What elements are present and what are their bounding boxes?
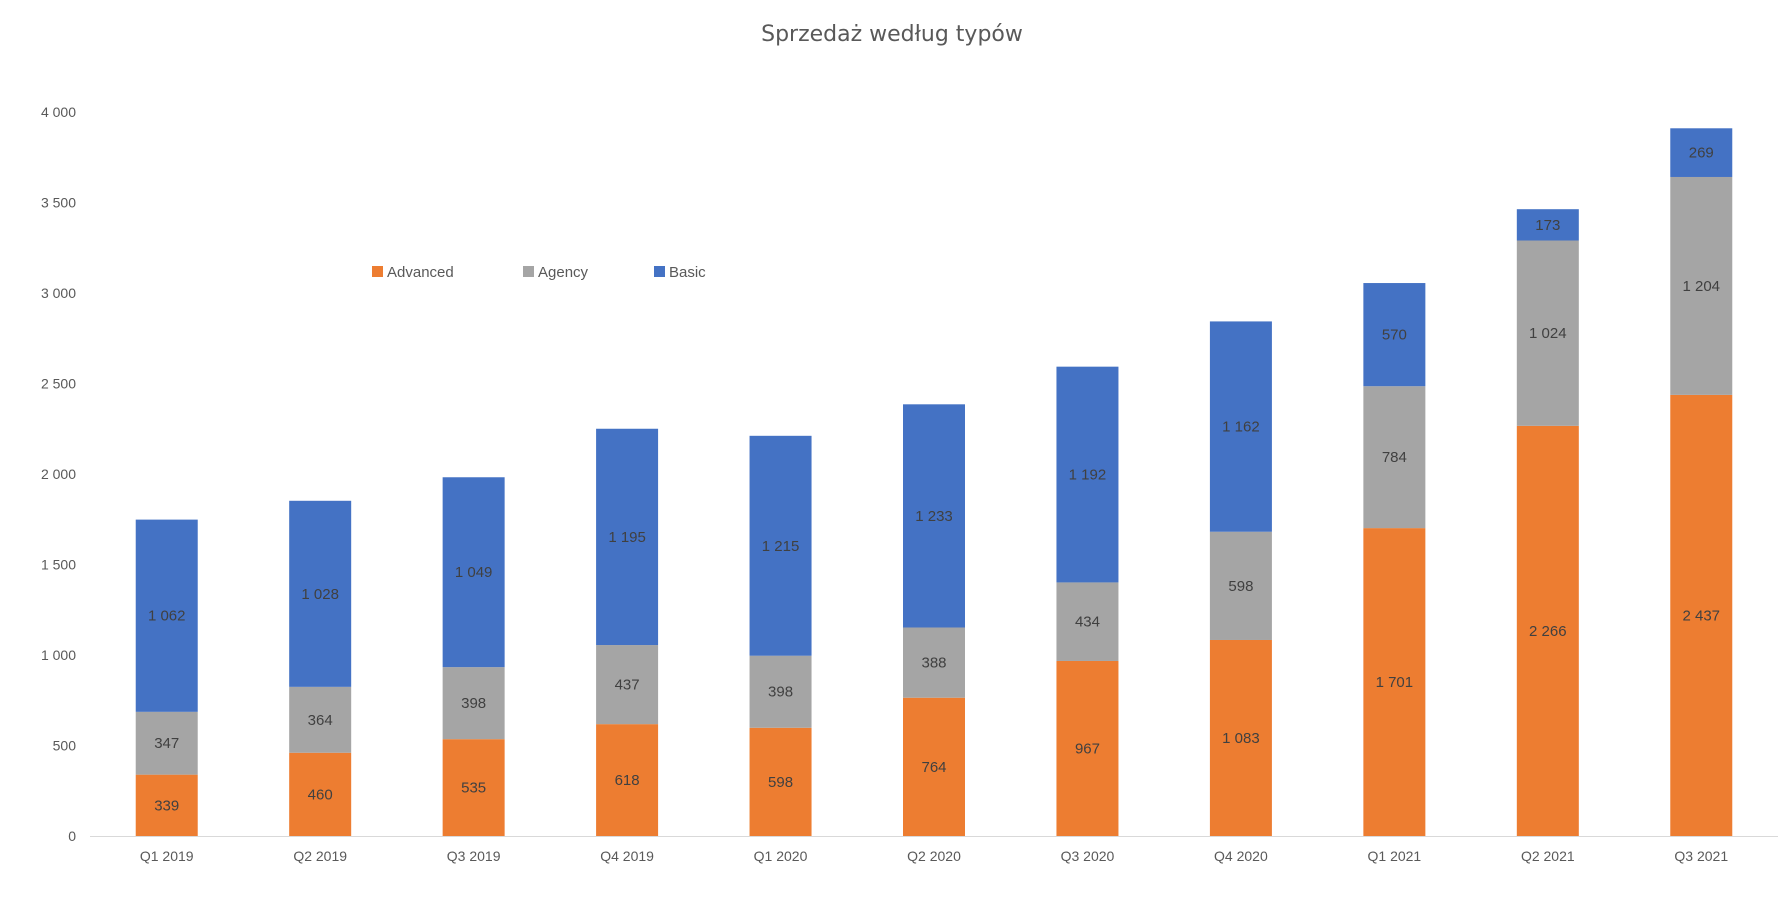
bar-basic [135, 519, 198, 712]
data-label: 364 [308, 712, 333, 729]
bar-advanced [1209, 639, 1272, 836]
bar-agency [903, 627, 965, 698]
y-tick-label: 2 500 [41, 376, 76, 392]
data-label: 618 [615, 772, 640, 789]
data-label: 388 [921, 655, 946, 672]
data-label: 1 701 [1376, 674, 1414, 691]
data-label: 347 [154, 735, 179, 752]
y-tick-label: 3 500 [41, 195, 76, 211]
data-label: 398 [461, 695, 486, 712]
data-labels-group: 339 347 1 062 460 364 1 028 535 398 1 049 618 437 1… [148, 145, 1720, 815]
data-label: 434 [1075, 614, 1100, 631]
data-label: 1 049 [455, 564, 493, 581]
bar-agency [596, 645, 659, 725]
x-tick-label: Q3 2019 [447, 848, 501, 864]
y-tick-label: 1 500 [41, 557, 76, 573]
data-label: 598 [768, 774, 793, 791]
legend: Advanced Agency Basic [372, 264, 706, 281]
bar-basic [903, 404, 965, 628]
x-tick-label: Q1 2019 [140, 848, 194, 864]
legend-label-advanced: Advanced [387, 264, 454, 281]
data-label: 269 [1689, 145, 1714, 162]
data-label: 784 [1382, 449, 1407, 466]
bar-agency [1363, 386, 1426, 529]
x-tick-label: Q4 2020 [1214, 848, 1268, 864]
bar-advanced [289, 752, 352, 836]
bar-advanced [1056, 660, 1119, 836]
x-tick-label: Q1 2020 [754, 848, 808, 864]
bar-advanced [442, 739, 505, 836]
data-label: 598 [1228, 578, 1253, 595]
bar-basic [1363, 283, 1426, 387]
data-label: 535 [461, 780, 486, 797]
legend-swatch-agency [523, 266, 534, 277]
bar-agency [1056, 582, 1119, 661]
y-axis: 0 500 1 000 1 500 2 000 2 500 3 000 3 500 4 000 [41, 104, 76, 844]
bar-advanced [596, 724, 659, 836]
x-tick-label: Q3 2021 [1674, 848, 1728, 864]
x-tick-label: Q4 2019 [600, 848, 654, 864]
bar-advanced [1670, 394, 1733, 836]
x-tick-label: Q2 2020 [907, 848, 961, 864]
data-label: 1 195 [608, 529, 646, 546]
bar-agency [1670, 176, 1733, 395]
data-label: 1 233 [915, 508, 953, 525]
bar-advanced [903, 697, 965, 836]
bar-agency [1516, 240, 1579, 426]
bar-advanced [749, 727, 812, 836]
y-tick-label: 0 [68, 828, 76, 844]
data-label: 339 [154, 797, 179, 814]
legend-swatch-basic [654, 266, 665, 277]
data-label: 570 [1382, 327, 1407, 344]
bar-basic [1670, 128, 1733, 177]
data-label: 173 [1535, 217, 1560, 234]
bar-basic [1056, 366, 1119, 583]
bar-basic [596, 428, 659, 646]
legend-swatch-advanced [372, 266, 383, 277]
data-label: 437 [615, 677, 640, 694]
bar-agency [135, 711, 198, 775]
x-axis: Q1 2019 Q2 2019 Q3 2019 Q4 2019 Q1 2020 Q2 20… [90, 836, 1778, 864]
data-label: 1 192 [1069, 467, 1107, 484]
bar-basic [442, 477, 505, 668]
bar-agency [289, 686, 352, 753]
bar-agency [1209, 531, 1272, 640]
legend-label-agency: Agency [538, 264, 589, 281]
bars-group [135, 128, 1733, 836]
data-label: 1 024 [1529, 325, 1567, 342]
bar-advanced [1516, 425, 1579, 836]
y-tick-label: 500 [53, 738, 77, 754]
bar-agency [749, 655, 812, 728]
y-tick-label: 2 000 [41, 466, 76, 482]
bar-basic [1209, 321, 1272, 532]
x-tick-label: Q2 2021 [1521, 848, 1575, 864]
y-tick-label: 1 000 [41, 647, 76, 663]
data-label: 967 [1075, 740, 1100, 757]
bar-advanced [1363, 528, 1426, 836]
y-tick-label: 4 000 [41, 104, 76, 120]
bar-agency [442, 667, 505, 740]
x-tick-label: Q1 2021 [1368, 848, 1422, 864]
data-label: 1 028 [301, 586, 339, 603]
data-label: 764 [921, 759, 946, 776]
legend-label-basic: Basic [669, 264, 706, 281]
data-label: 1 083 [1222, 730, 1260, 747]
bar-basic [1516, 209, 1579, 241]
bar-advanced [135, 774, 198, 836]
data-label: 398 [768, 684, 793, 701]
data-label: 1 162 [1222, 419, 1260, 436]
chart-title: Sprzedaż według typów [761, 22, 1023, 47]
y-tick-label: 3 000 [41, 285, 76, 301]
data-label: 2 266 [1529, 623, 1567, 640]
x-tick-label: Q3 2020 [1061, 848, 1115, 864]
data-label: 1 062 [148, 608, 186, 625]
bar-basic [289, 500, 352, 687]
data-label: 2 437 [1682, 607, 1720, 624]
data-label: 1 204 [1682, 278, 1720, 295]
data-label: 1 215 [762, 538, 800, 555]
data-label: 460 [308, 786, 333, 803]
bar-basic [749, 435, 812, 656]
x-tick-label: Q2 2019 [293, 848, 347, 864]
